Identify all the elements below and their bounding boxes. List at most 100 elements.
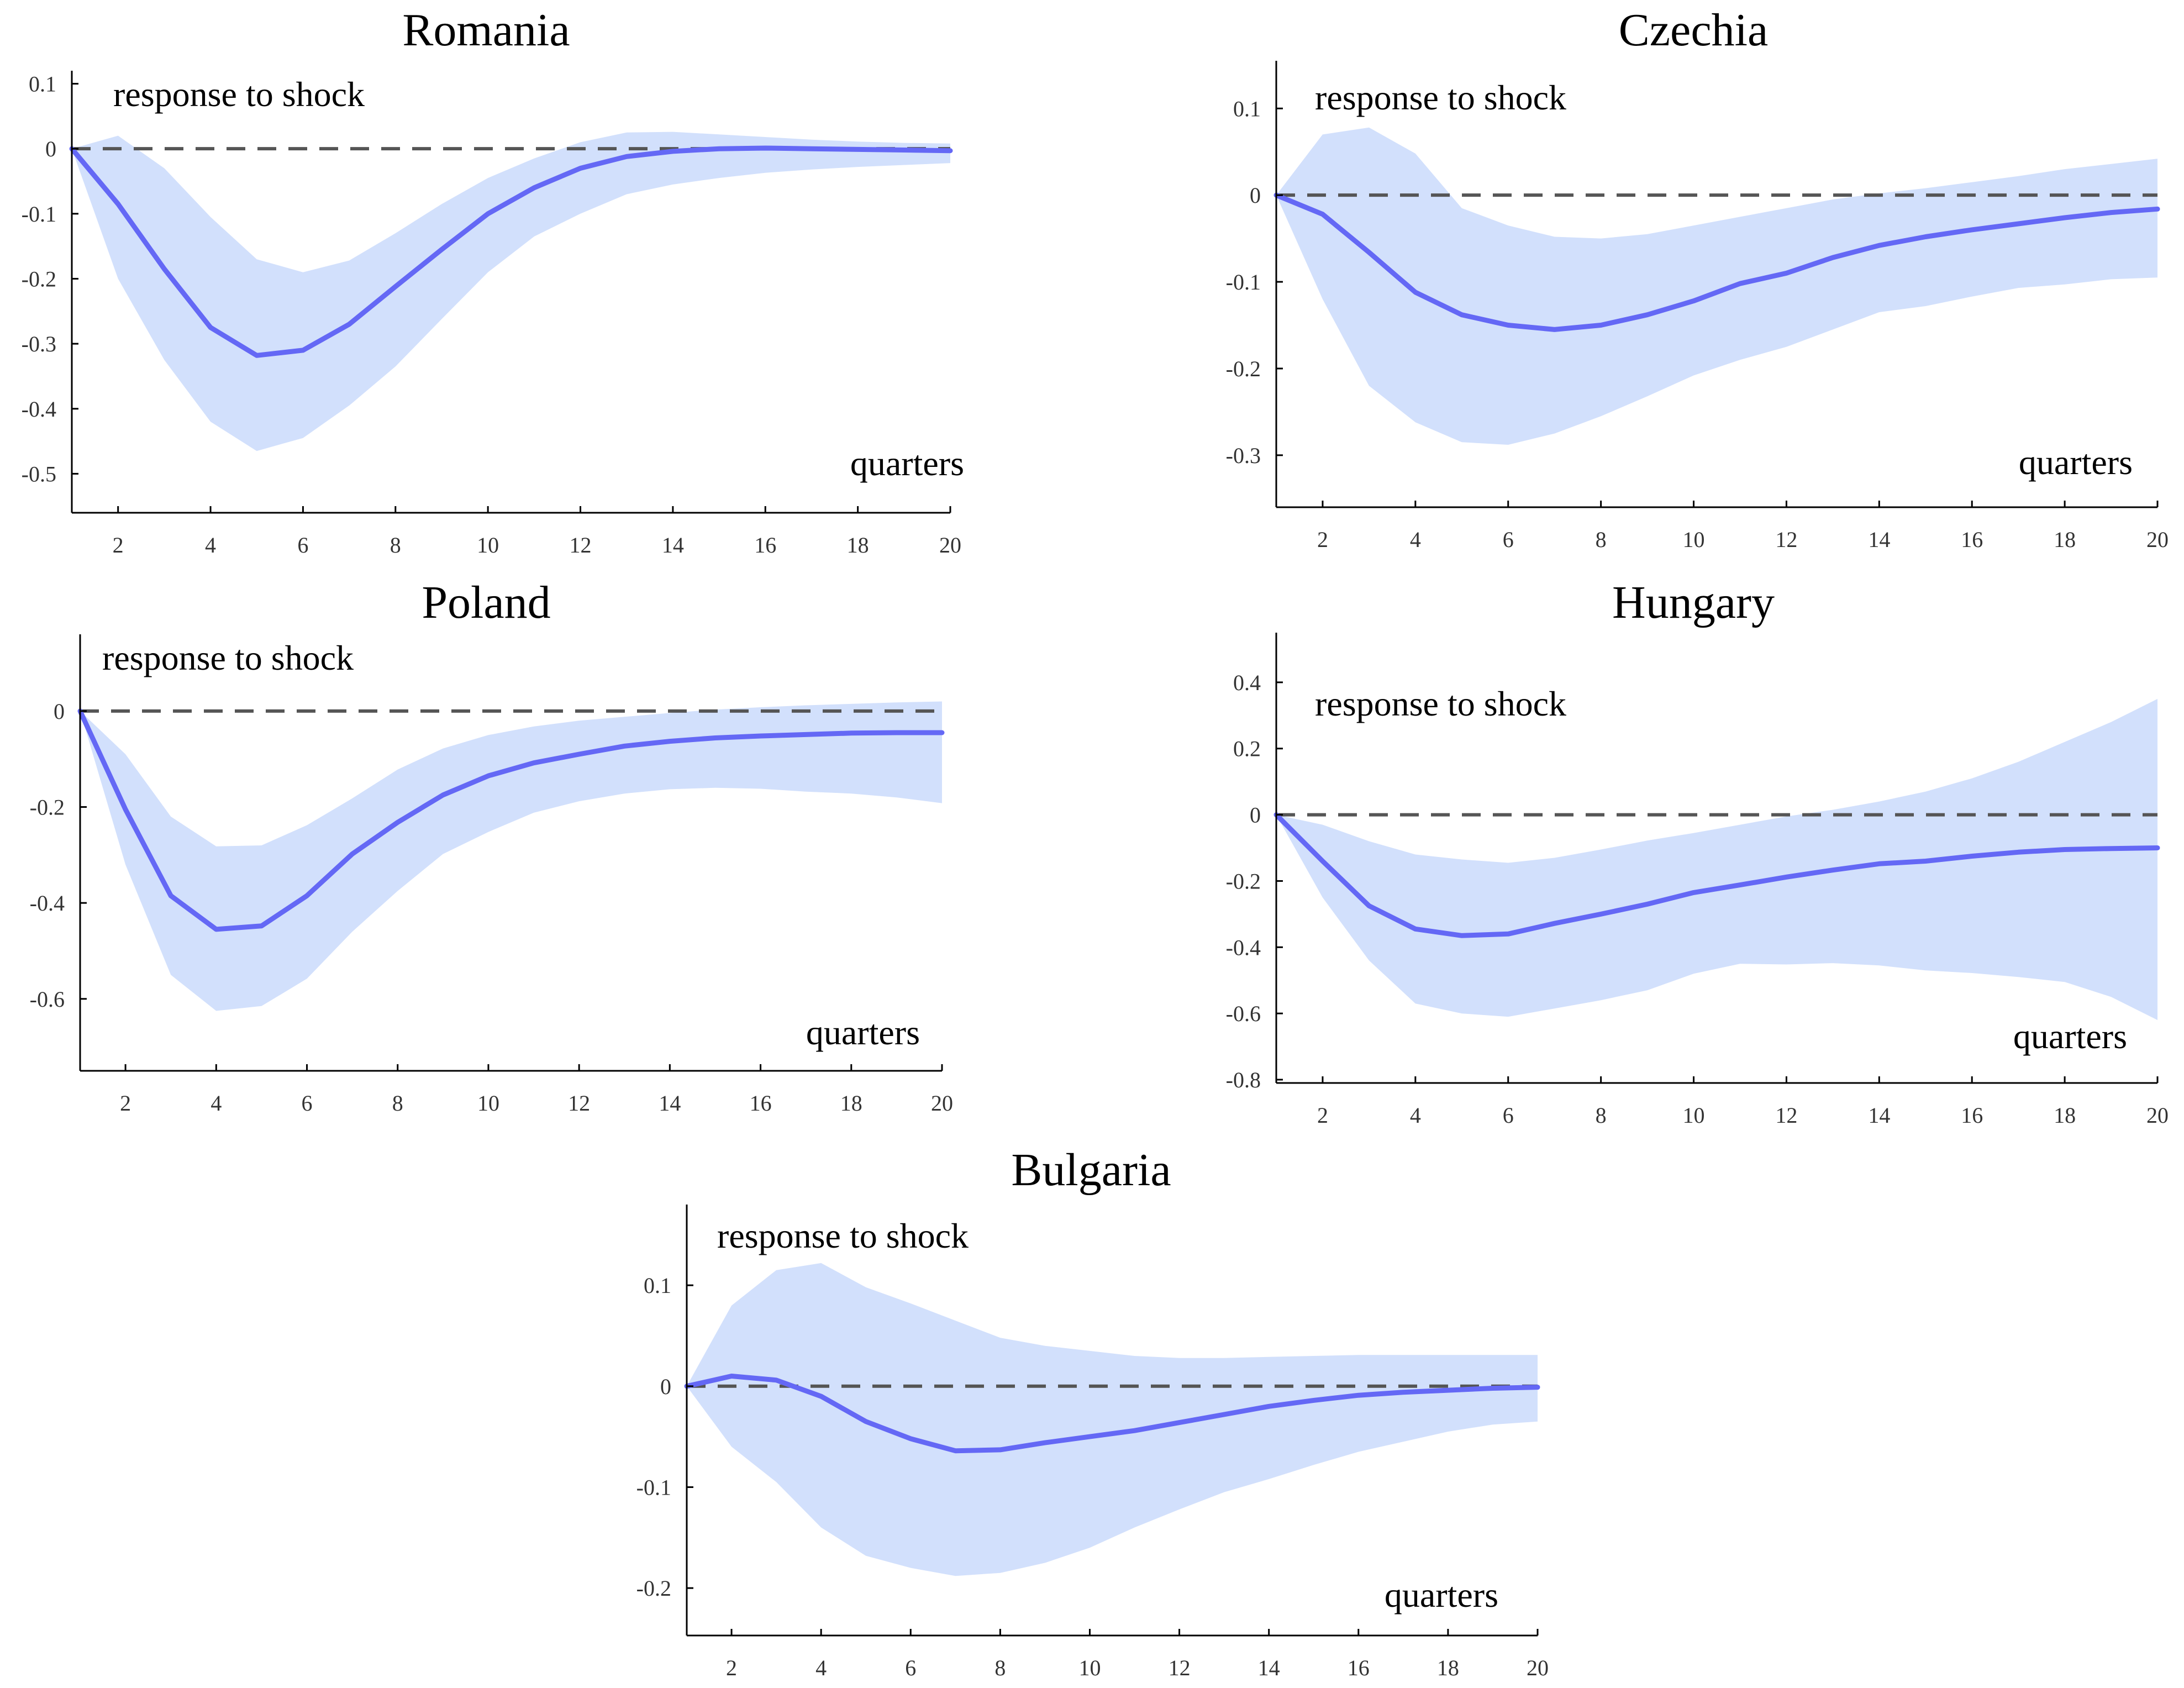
czechia-y-tick-label: -0.2 [1226, 356, 1261, 381]
bulgaria-x-tick-label: 2 [726, 1655, 737, 1680]
czechia-x-tick-label: 8 [1596, 527, 1607, 552]
hungary-x-tick-label: 10 [1683, 1103, 1705, 1128]
hungary-response-label: response to shock [1315, 684, 1566, 723]
romania-y-tick-label: -0.4 [22, 397, 56, 422]
romania-response-line [69, 145, 953, 358]
poland-quarters-label: quarters [806, 1013, 920, 1052]
romania-x-tick-label: 10 [477, 533, 499, 558]
czechia-x-tick-label: 18 [2054, 527, 2076, 552]
czechia-y-tick-label: 0 [1250, 183, 1261, 208]
bulgaria-x-tick-label: 6 [905, 1655, 916, 1680]
czechia-x-tick-label: 10 [1683, 527, 1705, 552]
hungary-x-tick-label: 2 [1317, 1103, 1328, 1128]
romania-title: Romania [402, 4, 570, 56]
poland-y-tick-label: -0.2 [30, 795, 65, 820]
panel-hungary: 2 4 6 8 10 12 14 16 18 20 0.4 0.2 0 -0.2 -0.4 -0.6 -0.8 H… [1226, 577, 2169, 1128]
czechia-y-tick-label: 0.1 [1233, 96, 1261, 121]
hungary-x-tick-label: 12 [1775, 1103, 1797, 1128]
czechia-title: Czechia [1619, 4, 1769, 56]
romania-y-tick-label: -0.2 [22, 266, 56, 291]
poland-x-tick-label: 12 [568, 1091, 590, 1116]
bulgaria-x-tick-label: 20 [1527, 1655, 1549, 1680]
hungary-y-tick-label: 0.2 [1233, 737, 1261, 761]
hungary-y-tick-label: 0.4 [1233, 670, 1261, 695]
hungary-x-tick-label: 6 [1503, 1103, 1514, 1128]
bulgaria-quarters-label: quarters [1385, 1575, 1498, 1615]
hungary-y-tick-label: -0.6 [1226, 1001, 1261, 1026]
hungary-x-tick-label: 14 [1868, 1103, 1890, 1128]
poland-x-tick-label: 20 [931, 1091, 953, 1116]
poland-y-tick-label: -0.4 [30, 891, 65, 916]
romania-quarters-label: quarters [850, 444, 964, 483]
romania-x-tick-label: 18 [847, 533, 869, 558]
czechia-x-tick-label: 16 [1961, 527, 1983, 552]
romania-x-tick-label: 2 [113, 533, 124, 558]
poland-response-label: response to shock [102, 638, 354, 677]
bulgaria-x-tick-label: 12 [1169, 1655, 1191, 1680]
romania-x-tick-label: 6 [297, 533, 308, 558]
hungary-y-tick-label: -0.4 [1226, 935, 1261, 960]
hungary-title: Hungary [1612, 577, 1775, 628]
hungary-y-tick-label: -0.2 [1226, 869, 1261, 893]
hungary-response-line [1273, 812, 2160, 938]
poland-x-tick-label: 8 [392, 1091, 403, 1116]
hungary-x-tick-label: 4 [1410, 1103, 1421, 1128]
bulgaria-y-tick-label: -0.2 [636, 1576, 671, 1601]
panel-romania: 2 4 6 8 10 12 14 16 18 20 0.1 0 -0.1 -0.2 -0.3 -0.4 -0.5… [22, 4, 964, 558]
bulgaria-y-tick-label: 0 [660, 1374, 671, 1399]
poland-title: Poland [422, 577, 550, 628]
czechia-y-tick-label: -0.1 [1226, 270, 1261, 295]
bulgaria-x-tick-label: 4 [815, 1655, 827, 1680]
romania-confidence-band [72, 132, 950, 451]
romania-y-tick-label: -0.5 [22, 461, 56, 486]
bulgaria-x-tick-label: 10 [1078, 1655, 1101, 1680]
hungary-x-tick-label: 20 [2146, 1103, 2169, 1128]
poland-y-tick-label: -0.6 [30, 987, 65, 1012]
poland-response-line [77, 708, 945, 932]
czechia-confidence-band [1276, 127, 2157, 445]
romania-y-tick-label: 0.1 [29, 72, 56, 97]
czechia-x-tick-label: 12 [1775, 527, 1797, 552]
bulgaria-confidence-band [687, 1263, 1538, 1576]
romania-x-tick-label: 8 [390, 533, 401, 558]
hungary-confidence-band [1276, 698, 2157, 1021]
czechia-response-label: response to shock [1315, 78, 1566, 117]
bulgaria-x-tick-label: 14 [1258, 1655, 1280, 1680]
poland-x-tick-label: 6 [302, 1091, 313, 1116]
poland-x-tick-label: 10 [477, 1091, 499, 1116]
bulgaria-response-label: response to shock [717, 1216, 969, 1255]
panel-poland: 2 4 6 8 10 12 14 16 18 20 0 -0.2 -0.4 -0.6 Poland respo… [30, 577, 953, 1116]
bulgaria-x-tick-label: 18 [1437, 1655, 1459, 1680]
panel-bulgaria: 2 4 6 8 10 12 14 16 18 20 0.1 0 -0.1 -0.2 Bulgaria resp… [636, 1144, 1549, 1680]
poland-x-tick-label: 2 [120, 1091, 131, 1116]
czechia-x-tick-label: 20 [2146, 527, 2169, 552]
hungary-x-tick-label: 18 [2054, 1103, 2076, 1128]
poland-confidence-band [80, 701, 942, 1011]
hungary-quarters-label: quarters [2013, 1017, 2127, 1056]
romania-y-tick-label: -0.1 [22, 202, 56, 227]
bulgaria-response-line [684, 1374, 1540, 1454]
hungary-x-tick-label: 16 [1961, 1103, 1983, 1128]
hungary-y-tick-label: 0 [1250, 803, 1261, 828]
romania-y-tick-label: -0.3 [22, 332, 56, 356]
romania-response-label: response to shock [113, 75, 365, 114]
poland-x-tick-label: 16 [750, 1091, 772, 1116]
poland-x-tick-label: 18 [840, 1091, 862, 1116]
czechia-quarters-label: quarters [2019, 443, 2133, 482]
hungary-x-tick-label: 8 [1596, 1103, 1607, 1128]
romania-x-tick-label: 20 [939, 533, 961, 558]
czechia-x-tick-label: 14 [1868, 527, 1890, 552]
poland-x-tick-label: 4 [210, 1091, 222, 1116]
romania-y-tick-label: 0 [45, 136, 56, 161]
romania-x-tick-label: 4 [205, 533, 216, 558]
bulgaria-x-tick-label: 8 [994, 1655, 1006, 1680]
panel-czechia: 2 4 6 8 10 12 14 16 18 20 0.1 0 -0.1 -0.2 -0.3 Czechia r… [1226, 4, 2169, 552]
poland-y-tick-label: 0 [54, 699, 65, 724]
romania-x-tick-label: 14 [662, 533, 684, 558]
bulgaria-title: Bulgaria [1011, 1144, 1171, 1196]
czechia-response-line [1273, 192, 2160, 332]
czechia-x-tick-label: 6 [1503, 527, 1514, 552]
czechia-x-tick-label: 4 [1410, 527, 1421, 552]
romania-x-tick-label: 16 [754, 533, 776, 558]
